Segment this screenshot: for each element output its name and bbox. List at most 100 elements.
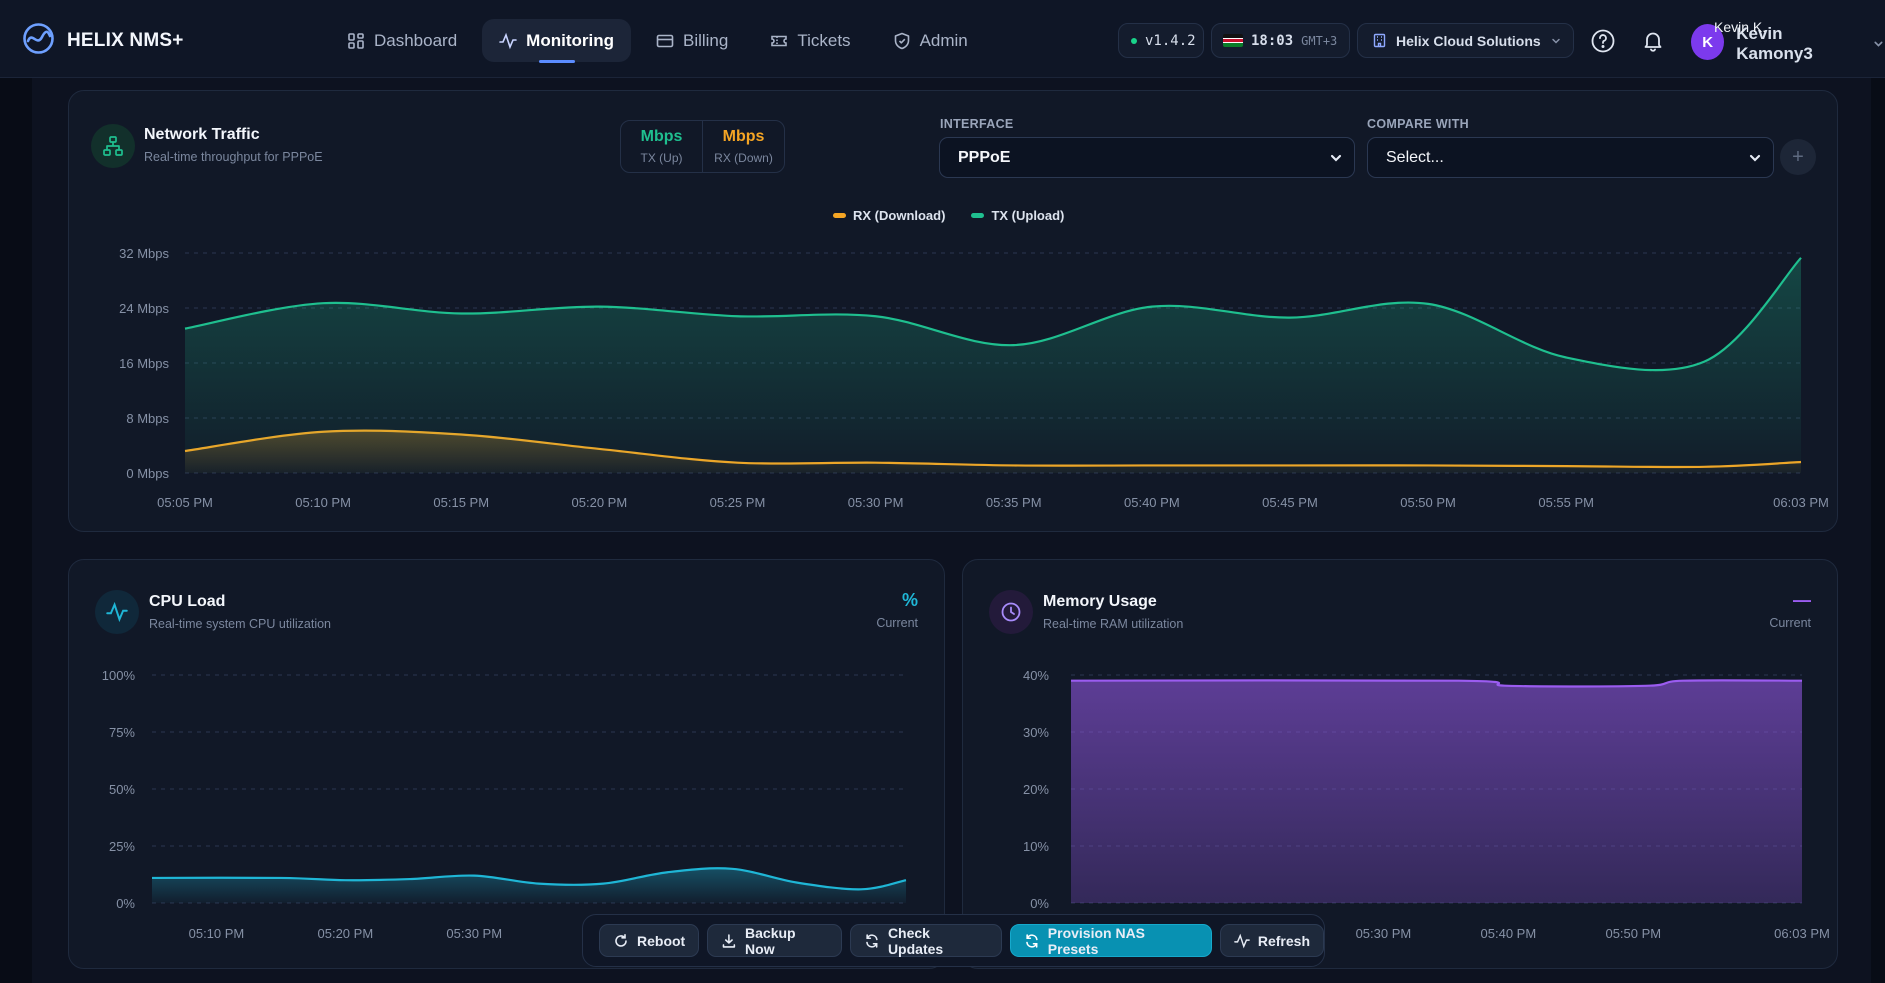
cpu-line-0 [151,867,907,891]
memory-current-label: Current [1769,616,1811,630]
chevron-down-icon [1749,154,1761,162]
memory-y-tick-label: 0% [1030,896,1049,911]
cpu-y-tick-label: 100% [102,668,136,683]
network-x-tick-label: 05:20 PM [572,495,628,510]
nav-tickets-label: Tickets [797,30,851,50]
tx-label: TX (Up) [640,151,683,165]
nav-dashboard[interactable]: Dashboard [330,19,474,62]
memory-current: — Current [1769,590,1811,630]
throughput-summary: Mbps TX (Up) Mbps RX (Down) [620,120,785,173]
cpu-y-tick-label: 75% [109,725,135,740]
cpu-load-card: CPU Load Real-time system CPU utilizatio… [68,559,945,969]
activity-icon [499,32,517,49]
scrollbar-track[interactable] [1871,78,1885,983]
ticket-icon [771,35,788,46]
cpu-x-tick-label: 05:10 PM [189,926,245,941]
memory-y-tick-label: 20% [1023,782,1049,797]
cpu-x-tick-label: 05:30 PM [446,926,502,941]
memory-y-tick-label: 10% [1023,839,1049,854]
memory-y-tick-label: 30% [1023,725,1049,740]
nav-monitoring[interactable]: Monitoring [482,19,631,63]
interface-value: PPPoE [958,148,1011,166]
reboot-button[interactable]: Reboot [599,924,700,957]
refresh-button[interactable]: Refresh [1219,924,1324,957]
network-x-tick-label: 05:45 PM [1262,495,1318,510]
organization-name: Helix Cloud Solutions [1396,32,1541,49]
reboot-label: Reboot [637,932,686,949]
compare-value: Select... [1386,148,1444,166]
organization-switcher[interactable]: Helix Cloud Solutions [1357,23,1574,58]
clock-icon [1001,602,1021,622]
nav-monitoring-label: Monitoring [526,30,614,50]
network-y-tick-label: 24 Mbps [119,301,169,316]
chevron-down-icon [1551,38,1560,44]
interface-label: INTERFACE [940,117,1014,131]
network-traffic-chart: 0 Mbps 8 Mbps 16 Mbps 24 Mbps 32 Mbps 05:05 P… [119,246,1829,510]
compare-label: COMPARE WITH [1367,117,1469,131]
status-dot [1131,37,1137,44]
nav-admin-label: Admin [919,30,968,50]
card-icon [656,34,674,47]
memory-subtitle: Real-time RAM utilization [1043,617,1184,631]
version-text: v1.4.2 [1145,32,1196,49]
cpu-area-0 [152,868,906,903]
network-y-tick-label: 0 Mbps [126,466,169,481]
provision-nas-presets-button[interactable]: Provision NAS Presets [1009,924,1212,957]
memory-current-value: — [1793,590,1811,610]
cpu-load-chart: 0% 25% 50% 75% 100% 05:10 PM 05:20 PM 05:30 PM [102,668,907,941]
network-x-tick-label: 05:05 PM [157,495,213,510]
legend-tx[interactable]: TX (Upload) [971,208,1064,223]
add-compare-button[interactable]: + [1780,139,1816,175]
download-icon [722,933,736,948]
help-icon [1591,29,1615,53]
activity-icon [106,601,128,623]
network-x-tick-label: 05:50 PM [1400,495,1456,510]
compare-select[interactable]: Select... [1367,137,1774,178]
legend-swatch-rx [833,213,846,218]
network-icon-badge [91,124,135,168]
interface-select[interactable]: PPPoE [939,137,1355,178]
brand[interactable]: HELIX NMS+ [22,22,184,60]
cpu-current: % Current [876,590,918,630]
cpu-y-tick-label: 50% [109,782,135,797]
network-line-1 [184,257,1802,372]
notifications-button[interactable] [1638,26,1668,56]
user-full-name: Kevin Kamony3 [1736,24,1813,63]
kenya-flag-icon [1223,34,1243,47]
clock-timezone: GMT+3 [1301,33,1338,48]
memory-usage-chart: 0% 10% 20% 30% 40% 05:30 PM 05:40 PM 05:50 PM 06… [1023,668,1830,941]
memory-x-tick-label: 05:50 PM [1605,926,1661,941]
backup-now-button[interactable]: Backup Now [707,924,843,957]
network-y-tick-label: 16 Mbps [119,356,169,371]
network-area-1 [185,257,1801,473]
legend-tx-label: TX (Upload) [991,208,1065,223]
memory-x-tick-label: 05:40 PM [1481,926,1537,941]
network-x-tick-label: 05:55 PM [1538,495,1594,510]
network-x-tick-label: 05:10 PM [295,495,351,510]
check-updates-button[interactable]: Check Updates [850,924,1002,957]
network-traffic-title: Network Traffic [144,126,260,143]
memory-usage-card: Memory Usage Real-time RAM utilization —… [962,559,1838,969]
refresh-label: Refresh [1257,932,1310,949]
app-name: HELIX NMS+ [67,30,184,51]
refresh-icon [1026,933,1038,948]
avatar: K [1691,24,1725,60]
help-button[interactable] [1588,26,1618,56]
legend-rx[interactable]: RX (Download) [833,208,945,223]
rx-label: RX (Down) [714,151,773,165]
provision-nas-presets-label: Provision NAS Presets [1047,924,1146,957]
user-menu[interactable]: K Kevin Kamony3 [1691,20,1885,64]
nav-billing[interactable]: Billing [639,19,745,62]
rx-unit: Mbps [722,128,765,145]
nav-admin[interactable]: Admin [876,19,985,62]
network-legend: RX (Download) TX (Upload) [833,208,1064,223]
legend-swatch-tx [971,213,985,218]
cpu-y-tick-label: 25% [109,839,135,854]
cpu-icon-badge [95,590,139,634]
cpu-title: CPU Load [149,593,226,610]
bell-icon [1644,32,1662,52]
network-x-tick-label: 05:15 PM [433,495,489,510]
network-x-tick-label: 06:03 PM [1773,495,1829,510]
nav-tickets[interactable]: Tickets [753,19,867,62]
memory-y-tick-label: 40% [1023,668,1049,683]
